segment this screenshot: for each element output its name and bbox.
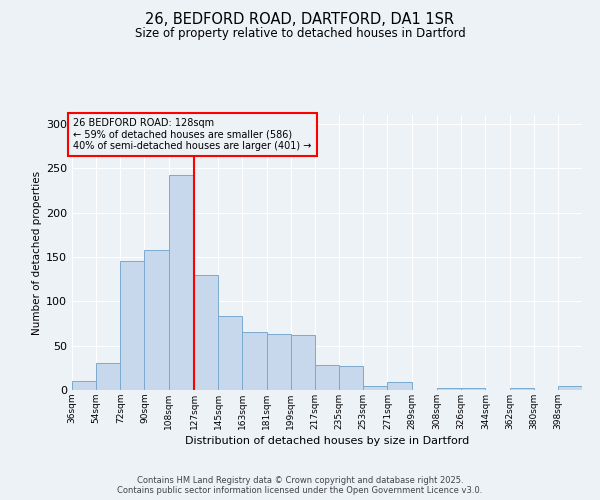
Bar [363,386,388,390]
Bar [194,274,218,390]
Text: Size of property relative to detached houses in Dartford: Size of property relative to detached ho… [134,28,466,40]
Text: Contains HM Land Registry data © Crown copyright and database right 2025.
Contai: Contains HM Land Registry data © Crown c… [118,476,482,495]
Bar [461,388,485,390]
Bar [72,381,96,390]
Bar [242,332,266,390]
Bar [509,388,533,390]
Bar [96,364,121,390]
Bar [291,335,315,390]
Bar [169,176,194,390]
Bar [339,366,363,390]
Bar [558,386,582,390]
Bar [388,382,412,390]
Y-axis label: Number of detached properties: Number of detached properties [32,170,42,334]
Text: 26 BEDFORD ROAD: 128sqm
← 59% of detached houses are smaller (586)
40% of semi-d: 26 BEDFORD ROAD: 128sqm ← 59% of detache… [73,118,312,151]
Text: 26, BEDFORD ROAD, DARTFORD, DA1 1SR: 26, BEDFORD ROAD, DARTFORD, DA1 1SR [145,12,455,28]
Bar [437,388,461,390]
X-axis label: Distribution of detached houses by size in Dartford: Distribution of detached houses by size … [185,436,469,446]
Bar [121,262,145,390]
Bar [218,316,242,390]
Bar [315,365,339,390]
Bar [266,334,291,390]
Bar [145,250,169,390]
